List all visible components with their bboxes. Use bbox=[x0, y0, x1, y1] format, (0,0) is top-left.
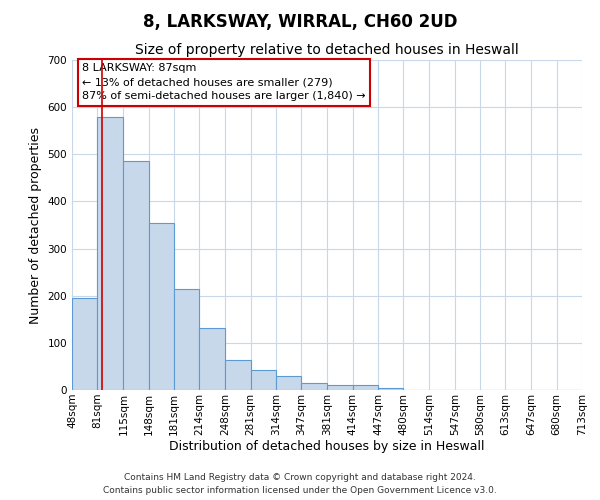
Text: 8 LARKSWAY: 87sqm
← 13% of detached houses are smaller (279)
87% of semi-detache: 8 LARKSWAY: 87sqm ← 13% of detached hous… bbox=[82, 64, 366, 102]
Title: Size of property relative to detached houses in Heswall: Size of property relative to detached ho… bbox=[135, 44, 519, 58]
X-axis label: Distribution of detached houses by size in Heswall: Distribution of detached houses by size … bbox=[169, 440, 485, 454]
Text: Contains public sector information licensed under the Open Government Licence v3: Contains public sector information licen… bbox=[103, 486, 497, 495]
Bar bbox=[251, 370, 276, 390]
Bar bbox=[226, 360, 251, 390]
Bar bbox=[328, 386, 353, 390]
Bar bbox=[301, 383, 328, 390]
Bar bbox=[276, 376, 301, 390]
Bar bbox=[378, 388, 403, 390]
Text: Contains HM Land Registry data © Crown copyright and database right 2024.: Contains HM Land Registry data © Crown c… bbox=[124, 472, 476, 482]
Bar bbox=[97, 116, 124, 390]
Bar bbox=[353, 386, 378, 390]
Bar bbox=[72, 298, 97, 390]
Bar bbox=[174, 288, 199, 390]
Y-axis label: Number of detached properties: Number of detached properties bbox=[29, 126, 42, 324]
Bar bbox=[199, 328, 226, 390]
Bar bbox=[149, 222, 174, 390]
Bar bbox=[124, 162, 149, 390]
Text: 8, LARKSWAY, WIRRAL, CH60 2UD: 8, LARKSWAY, WIRRAL, CH60 2UD bbox=[143, 12, 457, 30]
